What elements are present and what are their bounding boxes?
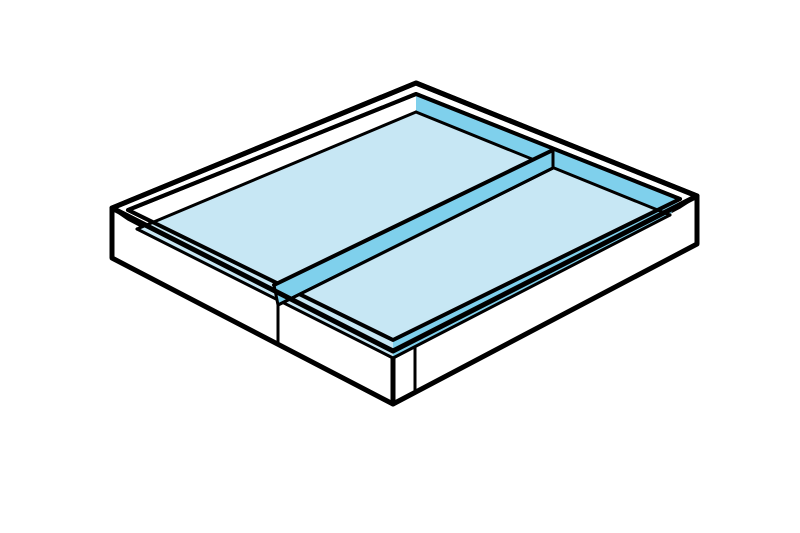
- tray-diagram: [0, 0, 800, 533]
